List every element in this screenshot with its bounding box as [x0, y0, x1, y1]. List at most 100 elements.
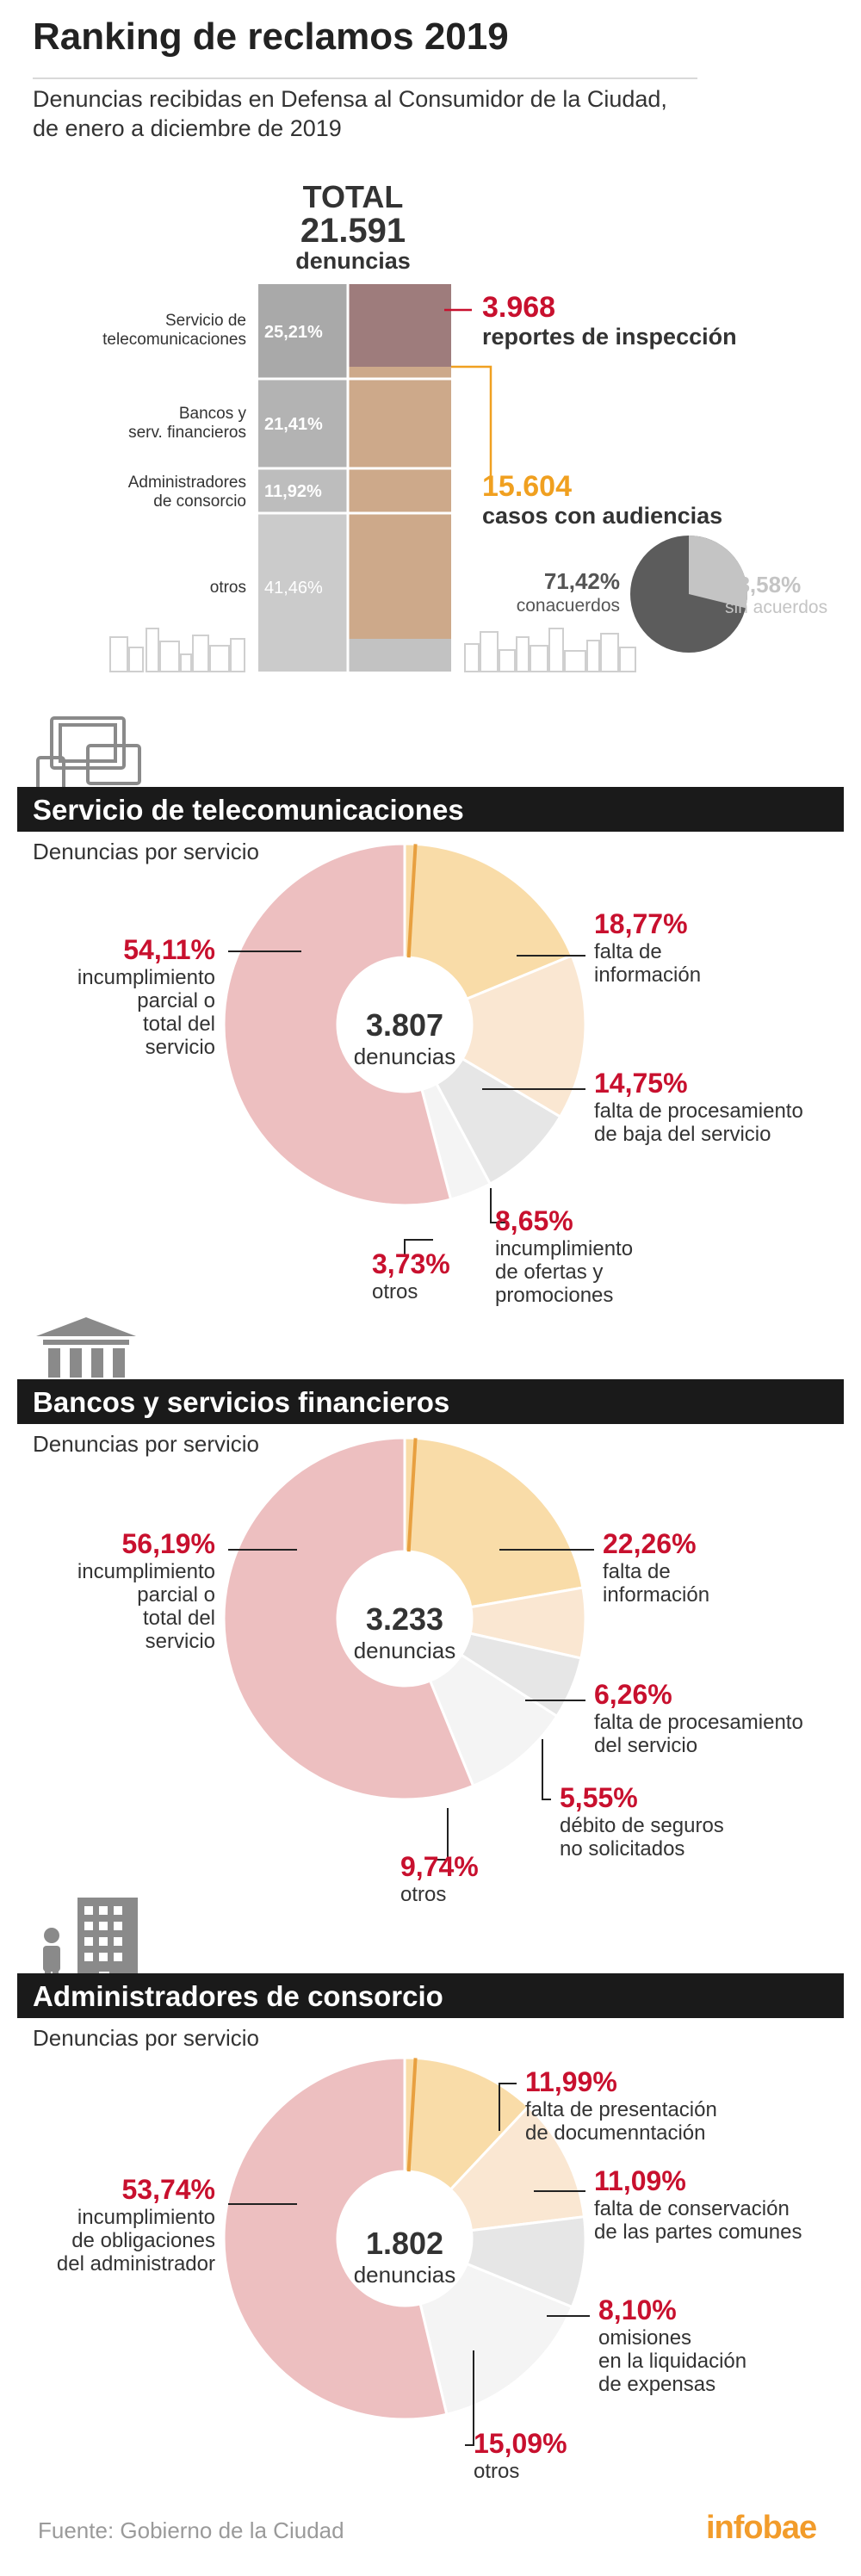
seg-label-consorcio-2: de consorcio — [153, 492, 246, 511]
slice-desc: parcial o — [137, 989, 215, 1012]
bar-remaining — [348, 639, 451, 672]
slice-desc: parcial o — [137, 1583, 215, 1607]
seg-label-consorcio-1: Administradores — [127, 474, 246, 492]
seg-pct-telecom: 25,21% — [264, 323, 323, 342]
section-header-bancos: Bancos y servicios financieros — [17, 1379, 844, 1424]
slice-desc: falta de — [594, 940, 662, 963]
slice-pct: 8,65% — [495, 1205, 573, 1236]
section-header-consorcio: Administradores de consorcio — [17, 1973, 844, 2018]
seg-pct-consorcio: 11,92% — [264, 482, 322, 501]
center-value-bancos: 3.233 — [365, 1601, 444, 1637]
center-value-consorcio: 1.802 — [365, 2226, 444, 2261]
subtitle-line-1: Denuncias recibidas en Defensa al Consum… — [33, 86, 667, 112]
center-label-consorcio: denuncias — [353, 2262, 456, 2288]
slice-label-telecom-0: 18,77% falta de información — [594, 908, 701, 987]
center-label-bancos: denuncias — [353, 1638, 456, 1663]
slice-desc: información — [603, 1583, 710, 1607]
donut-accent-2 — [406, 2058, 418, 2172]
slice-desc: total del — [142, 1012, 215, 1036]
seg-pct-bancos: 21,41% — [264, 415, 323, 434]
slice-pct: 11,99% — [525, 2066, 617, 2097]
slice-desc: incumplimiento — [77, 966, 215, 989]
slice-pct: 56,19% — [121, 1528, 215, 1559]
total-label: TOTAL — [302, 179, 404, 214]
leader-line-1-2 — [542, 1739, 551, 1800]
inspection-value: 3.968 — [482, 291, 556, 324]
center-value-telecom: 3.807 — [365, 1007, 444, 1043]
leader-line-1-3 — [435, 1808, 449, 1861]
source-note: Fuente: Gobierno de la Ciudad — [38, 2517, 344, 2543]
slice-desc: de baja del servicio — [594, 1123, 771, 1146]
slice-desc: total del — [142, 1607, 215, 1630]
slice-pct: 11,09% — [594, 2165, 686, 2196]
seg-label-otros: otros — [209, 579, 246, 597]
total-unit: denuncias — [295, 248, 411, 274]
agreements-pie — [630, 536, 747, 653]
donut-slice-2-0 — [403, 2056, 530, 2192]
center-label-telecom: denuncias — [353, 1043, 456, 1069]
skyline-decoration — [109, 628, 636, 672]
bar-seg-consorcio — [258, 468, 348, 513]
subtitle-line-2: de enero a diciembre de 2019 — [33, 115, 342, 141]
slice-desc: promociones — [495, 1284, 614, 1307]
slice-label-bancos-1: 6,26% falta de procesamiento del servici… — [594, 1679, 803, 1757]
slice-desc: falta de presentación — [525, 2098, 717, 2121]
slice-pct: 3,73% — [372, 1248, 450, 1279]
slice-desc: servicio — [145, 1036, 215, 1059]
hearings-label: casos con audiencias — [482, 503, 723, 529]
donut-slice-2-1 — [449, 2104, 586, 2232]
seg-label-telecom-2: telecomunicaciones — [102, 331, 246, 349]
slice-desc: omisiones — [598, 2326, 692, 2350]
agreement-pct: 71,42% — [543, 568, 620, 594]
seg-label-bancos: Bancos y serv. financieros — [52, 405, 246, 443]
slice-desc: otros — [400, 1883, 447, 1906]
agreement-label: conacuerdos — [516, 596, 620, 616]
slice-desc: de las partes comunes — [594, 2220, 802, 2244]
slice-desc: falta de — [603, 1560, 671, 1583]
bar-hearings — [348, 367, 451, 639]
no-agreement-pct: 28,58% — [725, 572, 802, 598]
donut-slice-0-0 — [403, 842, 574, 1001]
bar-seg-telecom — [258, 284, 348, 379]
seg-label-telecom: Servicio de telecomunicaciones — [52, 312, 246, 350]
slice-desc: débito de seguros — [560, 1814, 724, 1837]
slice-pct: 54,11% — [123, 934, 215, 965]
page-title: Ranking de reclamos 2019 — [33, 15, 509, 58]
leader-line-0-3 — [404, 1239, 433, 1257]
slice-pct: 5,55% — [560, 1782, 638, 1813]
seg-label-telecom-1: Servicio de — [165, 312, 246, 330]
donut-slice-1-4 — [222, 1436, 475, 1801]
slice-label-telecom-3: 3,73% otros — [372, 1248, 450, 1303]
slice-pct: 9,74% — [400, 1851, 479, 1882]
slice-desc: incumplimiento — [495, 1237, 634, 1260]
slice-desc: del administrador — [56, 2252, 215, 2276]
hearings-connector — [451, 365, 492, 482]
slice-desc: otros — [474, 2460, 520, 2483]
slice-desc: servicio — [145, 1630, 215, 1653]
slice-label-telecom-4: 54,11% incumplimiento parcial o total de… — [34, 934, 215, 1059]
seg-label-bancos-1: Bancos y — [178, 405, 246, 423]
slice-pct: 53,74% — [121, 2174, 215, 2205]
slice-desc: falta de conservación — [594, 2197, 790, 2220]
inspection-label: reportes de inspección — [482, 324, 737, 350]
leader-line-0-2 — [490, 1188, 508, 1223]
slice-label-telecom-1: 14,75% falta de procesamiento de baja de… — [594, 1068, 803, 1146]
section-title-telecom: Servicio de telecomunicaciones — [33, 794, 464, 826]
slice-label-consorcio-0: 11,99% falta de presentación de documenn… — [525, 2066, 717, 2145]
leader-line-2-3 — [465, 2350, 474, 2446]
overview-stacked-bar — [109, 284, 747, 672]
donut-accent-1 — [406, 1438, 418, 1552]
seg-label-consorcio: Administradores de consorcio — [52, 474, 246, 511]
no-agreement-label: sin acuerdos — [725, 598, 828, 617]
seg-label-bancos-2: serv. financieros — [128, 424, 246, 442]
leader-line-2-0 — [499, 2083, 517, 2131]
donut-slice-0-4 — [222, 842, 453, 1207]
slice-desc: no solicitados — [560, 1837, 685, 1861]
donut-slice-1-0 — [403, 1436, 585, 1609]
section-subtitle-consorcio: Denuncias por servicio — [33, 2025, 260, 2051]
slice-desc: de expensas — [598, 2373, 716, 2396]
slice-desc: falta de procesamiento — [594, 1711, 803, 1734]
slice-pct: 14,75% — [594, 1068, 688, 1099]
